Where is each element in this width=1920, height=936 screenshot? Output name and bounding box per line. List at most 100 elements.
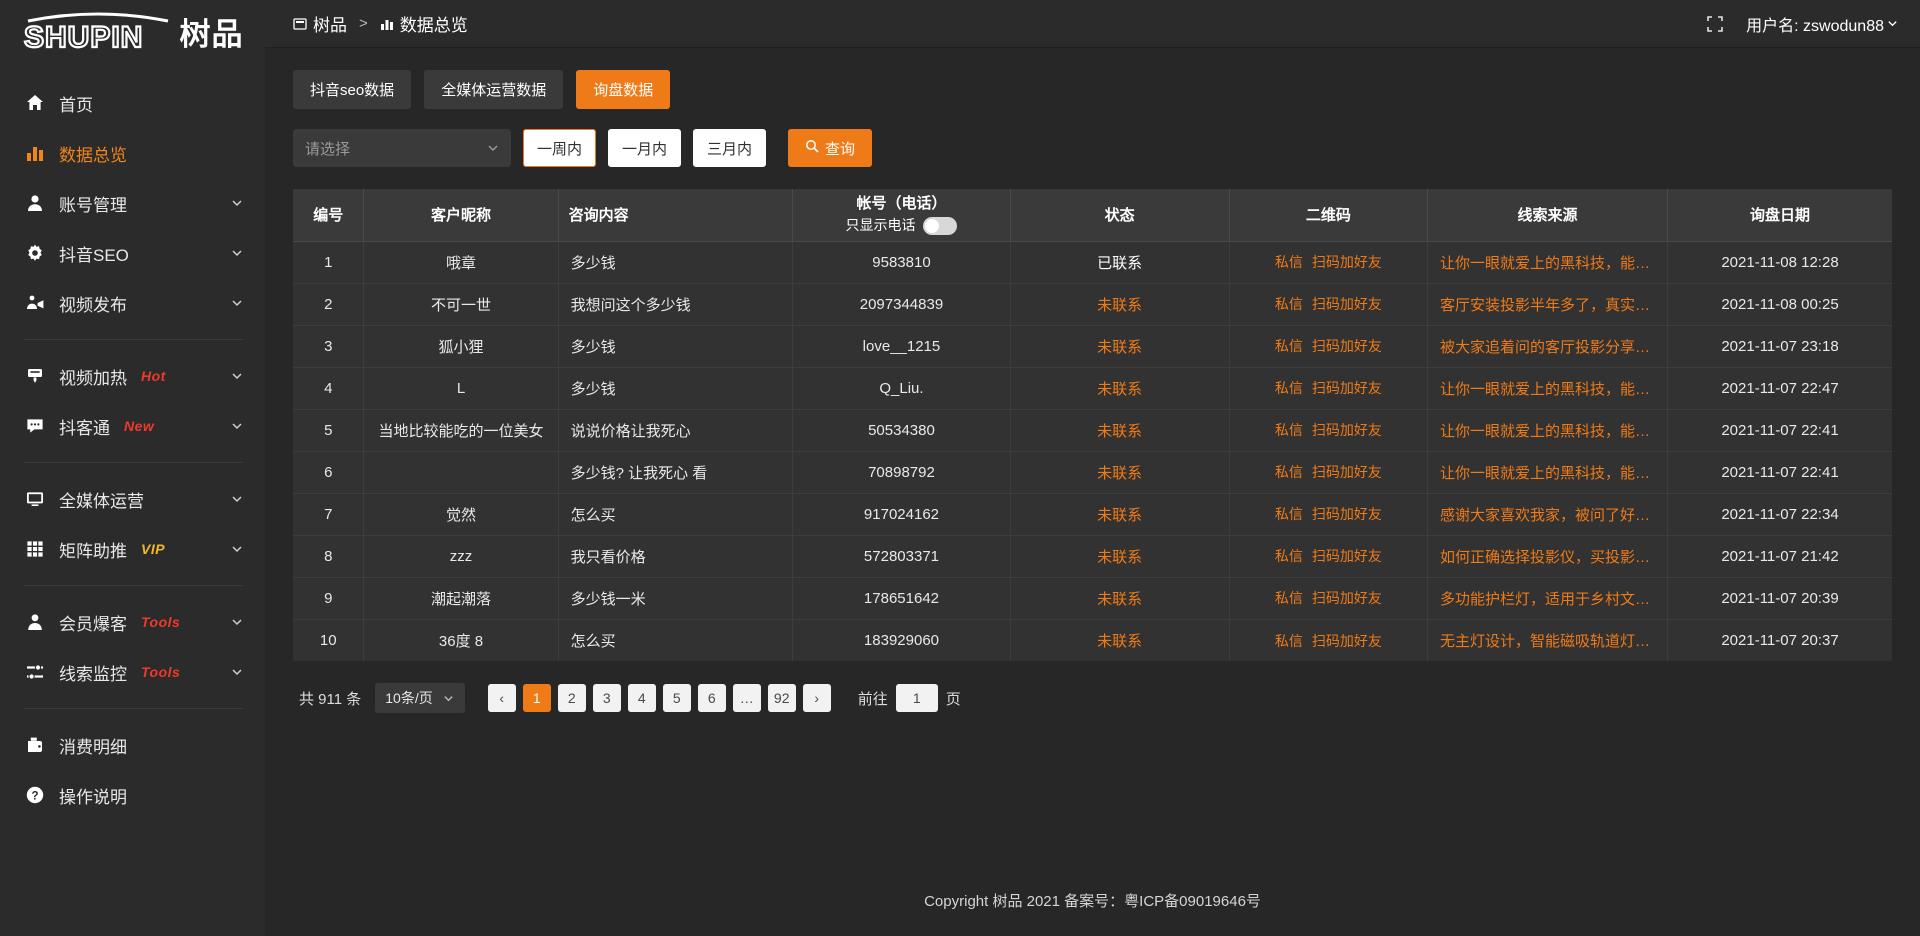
table-body: 1 哦章 多少钱 9583810 已联系 私信 扫码加好友 让你一眼就爱上的黑科技，能… 202…: [293, 241, 1892, 662]
search-button[interactable]: 查询: [788, 129, 873, 167]
tab-1[interactable]: 全媒体运营数据: [424, 70, 564, 109]
date-range-0[interactable]: 一周内: [523, 129, 597, 167]
sidebar-item-label: 全媒体运营: [59, 491, 144, 511]
source-link[interactable]: 多功能护栏灯，适用于乡村文…: [1439, 590, 1650, 608]
rocket-icon: [24, 365, 46, 387]
phone-only-toggle[interactable]: [923, 216, 958, 235]
private-message-link[interactable]: 私信: [1274, 296, 1303, 313]
sidebar-item-10[interactable]: 线索监控 Tools: [0, 647, 265, 697]
sidebar-item-9[interactable]: 会员爆客 Tools: [0, 597, 265, 647]
sidebar-item-1[interactable]: 数据总览: [0, 128, 265, 178]
cell-date: 2021-11-07 20:37: [1721, 632, 1839, 649]
scan-add-friend-link[interactable]: 扫码加好友: [1311, 380, 1382, 397]
source-link[interactable]: 无主灯设计，智能磁吸轨道灯…: [1439, 633, 1650, 650]
cell-account: Q_Liu.: [792, 367, 1011, 410]
user-menu[interactable]: 用户名: zswodun88: [1746, 12, 1898, 36]
sidebar-item-badge: Tools: [141, 614, 181, 630]
col-header-account: 帐号（电话） 只显示电话: [792, 189, 1011, 242]
cell-account: 572803371: [792, 535, 1011, 578]
pagination-page-92[interactable]: 92: [767, 684, 796, 713]
date-range-1[interactable]: 一月内: [608, 129, 682, 167]
tab-0[interactable]: 抖音seo数据: [293, 70, 412, 109]
scan-add-friend-link[interactable]: 扫码加好友: [1311, 590, 1382, 607]
scan-add-friend-link[interactable]: 扫码加好友: [1311, 548, 1382, 565]
sidebar-item-label: 数据总览: [59, 145, 127, 165]
source-link[interactable]: 让你一眼就爱上的黑科技，能…: [1439, 422, 1650, 440]
pagination-page-1[interactable]: 1: [522, 684, 551, 713]
cell-status: 未联系: [1010, 535, 1230, 578]
breadcrumb-current[interactable]: 数据总览: [380, 11, 468, 36]
pagination-next[interactable]: ›: [802, 684, 831, 713]
breadcrumb-root[interactable]: 树品: [293, 11, 347, 36]
sidebar-item-12[interactable]: ? 操作说明: [0, 770, 265, 820]
cell-status: 已联系: [1010, 241, 1230, 284]
scan-add-friend-link[interactable]: 扫码加好友: [1311, 296, 1382, 313]
pagination-prev[interactable]: ‹: [487, 684, 516, 713]
sidebar-item-4[interactable]: 视频发布: [0, 278, 265, 328]
gear-icon: [24, 242, 46, 264]
scan-add-friend-link[interactable]: 扫码加好友: [1311, 338, 1382, 355]
cell-date: 2021-11-08 00:25: [1667, 283, 1892, 326]
page-size-select[interactable]: 10条/页: [375, 683, 465, 714]
goto-page: 前往 页: [858, 684, 961, 713]
date-range-2[interactable]: 三月内: [693, 129, 767, 167]
cell-no: 8: [293, 535, 365, 578]
pagination-page-6[interactable]: 6: [697, 684, 726, 713]
scan-add-friend-link[interactable]: 扫码加好友: [1311, 464, 1382, 481]
source-link[interactable]: 如何正确选择投影仪，买投影…: [1439, 548, 1650, 566]
sidebar-item-5[interactable]: 视频加热 Hot: [0, 351, 265, 401]
sidebar-item-6[interactable]: 抖客通 New: [0, 401, 265, 451]
cell-date: 2021-11-07 22:41: [1667, 451, 1892, 494]
sidebar-item-3[interactable]: 抖音SEO: [0, 228, 265, 278]
window-icon: [293, 17, 307, 31]
cell-source: 让你一眼就爱上的黑科技，能…: [1427, 409, 1669, 452]
sidebar-item-7[interactable]: 全媒体运营: [0, 474, 265, 524]
sidebar-item-8[interactable]: 矩阵助推 VIP: [0, 524, 265, 574]
private-message-link[interactable]: 私信: [1274, 254, 1303, 271]
private-message-link[interactable]: 私信: [1274, 338, 1303, 355]
scan-add-friend-link[interactable]: 扫码加好友: [1311, 422, 1382, 439]
private-message-link[interactable]: 私信: [1274, 380, 1303, 397]
tab-2[interactable]: 询盘数据: [576, 70, 671, 109]
private-message-link[interactable]: 私信: [1274, 590, 1303, 607]
source-link[interactable]: 让你一眼就爱上的黑科技，能…: [1439, 254, 1650, 272]
sidebar-item-11[interactable]: 消费明细: [0, 720, 265, 770]
sidebar-item-label: 线索监控: [59, 664, 127, 684]
pagination-page-5[interactable]: 5: [662, 684, 691, 713]
source-link[interactable]: 让你一眼就爱上的黑科技，能…: [1439, 464, 1650, 482]
content-area: 抖音seo数据 全媒体运营数据 询盘数据 请选择 一周内 一月内 三月内 查询: [265, 48, 1920, 864]
pagination-page-4[interactable]: 4: [627, 684, 656, 713]
brand-logo[interactable]: SHUPIN 树品: [0, 0, 265, 58]
scan-add-friend-link[interactable]: 扫码加好友: [1311, 254, 1382, 271]
table-row: 6 多少钱? 让我死心 看 70898792 未联系 私信 扫码加好友 让你一眼就爱上的黑科…: [293, 451, 1892, 494]
cell-qrcode: 私信 扫码加好友: [1229, 535, 1428, 578]
chevron-down-icon: [487, 142, 499, 154]
sidebar-item-0[interactable]: 首页: [0, 78, 265, 128]
private-message-link[interactable]: 私信: [1274, 464, 1303, 481]
fullscreen-icon[interactable]: [1706, 15, 1724, 33]
pagination-page-2[interactable]: 2: [557, 684, 586, 713]
private-message-link[interactable]: 私信: [1274, 548, 1303, 565]
goto-page-input[interactable]: [895, 684, 938, 713]
sidebar: SHUPIN 树品 首页数据总览账号管理 抖音SEO 视频发布视频加热 Hot 抖客通 N…: [0, 0, 265, 936]
chevron-down-icon: [231, 297, 243, 309]
category-select[interactable]: 请选择: [293, 129, 511, 167]
scan-add-friend-link[interactable]: 扫码加好友: [1311, 632, 1382, 649]
source-link[interactable]: 让你一眼就爱上的黑科技，能…: [1439, 380, 1650, 398]
private-message-link[interactable]: 私信: [1274, 506, 1303, 523]
chevron-down-icon: [231, 493, 243, 505]
pagination-page-3[interactable]: 3: [592, 684, 621, 713]
sidebar-item-label: 会员爆客: [59, 614, 127, 634]
pagination-page-…[interactable]: …: [732, 684, 761, 713]
sidebar-item-2[interactable]: 账号管理: [0, 178, 265, 228]
user-icon: [24, 192, 46, 214]
scan-add-friend-link[interactable]: 扫码加好友: [1311, 506, 1382, 523]
cell-status: 未联系: [1010, 493, 1230, 536]
private-message-link[interactable]: 私信: [1274, 632, 1303, 649]
inquiry-table: 编号 客户昵称 咨询内容 帐号（电话） 只显示电话: [293, 189, 1892, 662]
cell-account: 178651642: [792, 577, 1011, 620]
private-message-link[interactable]: 私信: [1274, 422, 1303, 439]
source-link[interactable]: 被大家追着问的客厅投影分享…: [1439, 338, 1650, 356]
source-link[interactable]: 感谢大家喜欢我家，被问了好…: [1439, 506, 1650, 524]
source-link[interactable]: 客厅安装投影半年多了，真实…: [1439, 296, 1650, 314]
